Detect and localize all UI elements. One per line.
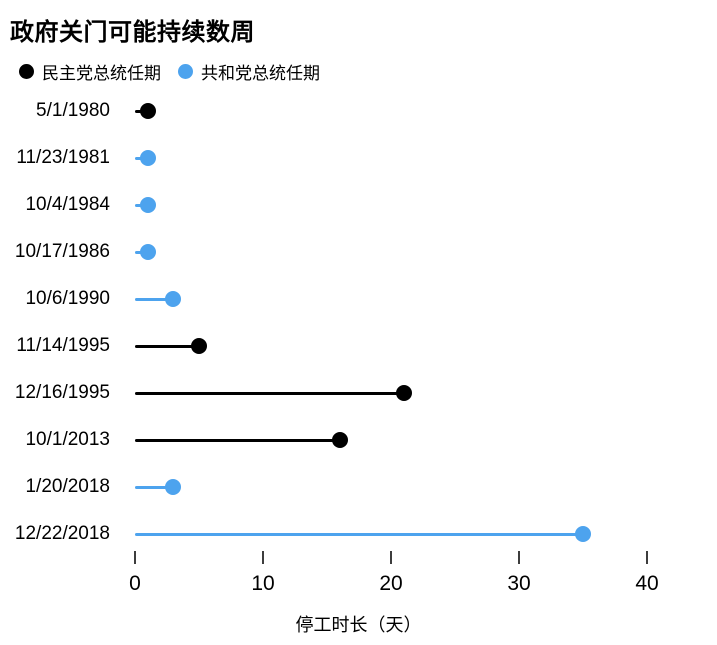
x-axis-tick — [518, 551, 520, 564]
lollipop-stem — [135, 485, 174, 489]
row-date-label: 11/14/1995 — [16, 335, 110, 356]
x-axis-tick-label: 20 — [379, 572, 403, 595]
x-axis-tick — [134, 551, 136, 564]
row-date-label: 12/22/2018 — [14, 523, 110, 544]
lollipop-dot — [139, 103, 156, 119]
lollipop-row: 11/23/1981 — [0, 147, 717, 169]
legend-item-republican: 共和党总统任期 — [178, 59, 320, 84]
row-date-label: 11/23/1981 — [16, 147, 110, 168]
x-axis-tick-label: 10 — [251, 572, 275, 595]
lollipop-dot — [165, 479, 182, 495]
lollipop-row: 10/4/1984 — [0, 194, 717, 216]
row-date-label: 5/1/1980 — [36, 100, 110, 121]
lollipop-dot — [139, 197, 156, 213]
chart-title: 政府关门可能持续数周 — [10, 19, 255, 46]
lollipop-dot — [575, 526, 591, 542]
lollipop-dot — [331, 432, 348, 448]
row-date-label: 10/1/2013 — [25, 429, 110, 450]
x-axis-tick — [646, 551, 648, 564]
lollipop-row: 5/1/1980 — [0, 100, 717, 122]
row-date-label: 10/17/1986 — [14, 241, 110, 262]
lollipop-dot — [139, 150, 156, 166]
lollipop-stem — [135, 297, 174, 301]
lollipop-stem — [135, 344, 199, 348]
legend-label-republican: 共和党总统任期 — [201, 64, 320, 83]
x-axis-tick — [262, 551, 264, 564]
lollipop-row: 10/17/1986 — [0, 241, 717, 263]
legend: 民主党总统任期 共和党总统任期 — [19, 59, 320, 84]
legend-label-democratic: 民主党总统任期 — [42, 64, 161, 83]
lollipop-dot — [395, 385, 412, 401]
lollipop-row: 10/1/2013 — [0, 429, 717, 451]
legend-item-democratic: 民主党总统任期 — [19, 59, 161, 84]
lollipop-dot — [165, 291, 182, 307]
x-axis-tick-label: 0 — [129, 572, 141, 595]
lollipop-dot — [139, 244, 156, 260]
lollipop-stem — [135, 532, 583, 536]
lollipop-stem — [135, 391, 404, 395]
x-axis-tick — [390, 551, 392, 564]
lollipop-row: 12/22/2018 — [0, 523, 717, 545]
row-date-label: 12/16/1995 — [14, 382, 110, 403]
democratic-dot-icon — [19, 64, 34, 79]
lollipop-row: 12/16/1995 — [0, 382, 717, 404]
lollipop-row: 11/14/1995 — [0, 335, 717, 357]
x-axis-tick-label: 30 — [507, 572, 531, 595]
x-axis-tick-label: 40 — [635, 572, 659, 595]
row-date-label: 10/6/1990 — [25, 288, 110, 309]
row-date-label: 1/20/2018 — [25, 476, 110, 497]
lollipop-dot — [191, 338, 207, 354]
republican-dot-icon — [178, 64, 193, 79]
x-axis-title: 停工时长（天） — [295, 615, 422, 635]
lollipop-row: 1/20/2018 — [0, 476, 717, 498]
lollipop-stem — [135, 438, 340, 442]
lollipop-row: 10/6/1990 — [0, 288, 717, 310]
row-date-label: 10/4/1984 — [25, 194, 110, 215]
